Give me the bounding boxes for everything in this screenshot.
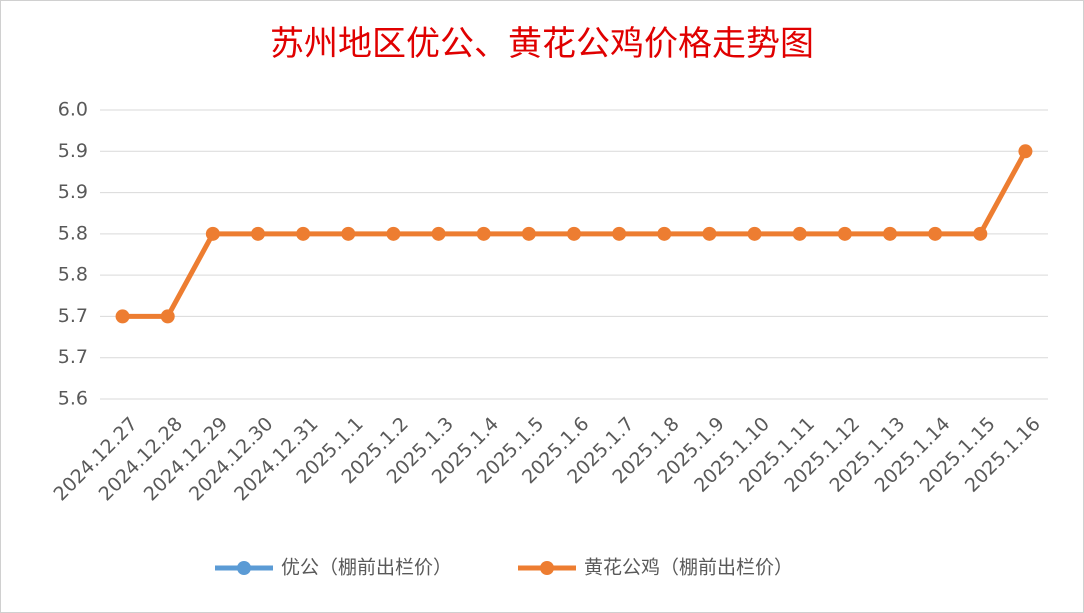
data-point [973,226,988,241]
data-point [883,226,897,241]
data-point [160,309,175,324]
data-point [296,226,311,241]
legend-marker [237,561,251,575]
data-point [928,226,943,241]
y-tick-label: 5.8 [58,222,88,244]
data-point [702,226,717,241]
legend-label: 优公（棚前出栏价） [281,557,452,579]
y-tick-label: 6.0 [58,99,88,121]
y-tick-label: 5.7 [58,305,88,327]
y-tick-label: 5.7 [58,346,88,368]
data-point [115,309,130,324]
data-point [431,226,446,241]
data-point [251,226,265,241]
y-tick-label: 5.9 [58,140,88,162]
data-point [837,226,852,241]
data-point [521,226,536,241]
data-point [341,226,356,241]
data-point [612,226,627,241]
chart-title: 苏州地区优公、黄花公鸡价格走势图 [270,24,814,64]
data-point [567,226,581,241]
data-point [476,226,491,241]
y-tick-label: 5.8 [58,264,88,286]
legend-marker [540,561,554,575]
data-point [792,226,807,241]
data-point [386,226,401,241]
data-point [747,226,762,241]
data-point [1018,144,1033,159]
legend-label: 黄花公鸡（棚前出栏价） [584,557,793,579]
y-tick-label: 5.6 [58,388,88,410]
data-point [205,226,220,241]
data-point [657,226,672,241]
y-tick-label: 5.9 [58,181,88,203]
